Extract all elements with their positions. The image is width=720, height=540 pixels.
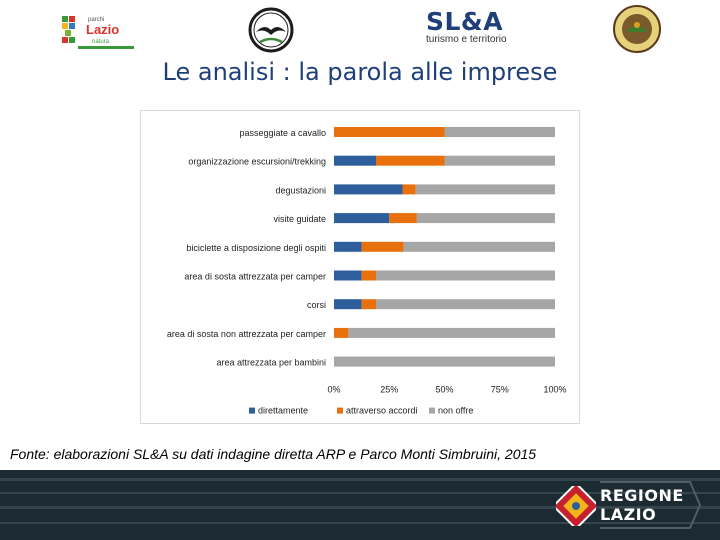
x-tick-label-1: 25% <box>380 385 398 395</box>
bar-attraverso-accordi-visite-guidate <box>389 213 417 224</box>
bar-non-offre-passeggiate-a-cavallo <box>444 127 555 137</box>
slta-logo-title: SL&A <box>426 7 504 36</box>
footer-bar: REGIONE LAZIO <box>0 470 720 540</box>
category-label-area-attrezzata-per-bambini: area attrezzata per bambini <box>216 358 326 368</box>
category-label-degustazioni: degustazioni <box>275 185 326 195</box>
legend-swatch-direttamente <box>249 407 255 414</box>
bar-non-offre-visite-guidate <box>416 213 555 224</box>
bar-attraverso-accordi-corsi <box>361 299 376 310</box>
lazio-logo-text-line2: parchi <box>88 17 104 23</box>
category-label-biciclette-a-disposizione-degli-ospiti: biciclette a disposizione degli ospiti <box>186 243 326 253</box>
bar-direttamente-area-di-sosta-attrezzata-per-camper <box>334 270 362 281</box>
bar-attraverso-accordi-biciclette-a-disposizione-degli-ospiti <box>361 241 404 252</box>
legend-label-direttamente: direttamente <box>258 406 308 416</box>
category-label-corsi: corsi <box>307 300 326 310</box>
x-tick-label-3: 75% <box>491 385 509 395</box>
x-tick-label-2: 50% <box>435 385 453 395</box>
bar-direttamente-biciclette-a-disposizione-degli-ospiti <box>334 241 362 252</box>
x-tick-label-0: 0% <box>327 385 340 395</box>
category-label-visite-guidate: visite guidate <box>273 214 326 224</box>
chart-container: passeggiate a cavallo organizzazione escu… <box>140 110 580 424</box>
bar-direttamente-organizzazione-escursioni-trekking <box>334 155 376 166</box>
bar-attraverso-accordi-passeggiate-a-cavallo <box>334 127 445 137</box>
region-line2: LAZIO <box>600 505 657 524</box>
source-caption: Fonte: elaborazioni SL&A su dati indagin… <box>10 446 537 462</box>
regione-lazio-emblem <box>556 486 596 526</box>
bar-non-offre-corsi <box>375 299 555 310</box>
legend-swatch-attraverso-accordi <box>337 407 343 414</box>
regione-lazio-wordmark: REGIONE LAZIO <box>600 486 684 524</box>
bar-non-offre-area-di-sosta-non-attrezzata-per-camper <box>348 327 555 338</box>
bird-park-logo <box>248 7 294 53</box>
lazio-logo-text-line1: Lazio <box>86 22 119 37</box>
legend-label-non-offre: non offre <box>438 406 473 416</box>
bar-direttamente-visite-guidate <box>334 213 390 224</box>
x-tick-label-4: 100% <box>543 385 566 395</box>
lazio-logo-text-line3: natura <box>92 39 110 45</box>
footer-stripes <box>0 478 720 529</box>
bar-attraverso-accordi-area-di-sosta-attrezzata-per-camper <box>361 270 376 281</box>
category-label-organizzazione-escursioni-trekking: organizzazione escursioni/trekking <box>188 157 326 167</box>
bar-attraverso-accordi-degustazioni <box>402 184 416 195</box>
stacked-bar-chart: passeggiate a cavallo organizzazione escu… <box>167 127 567 416</box>
lazio-parks-logo: parchi Lazio natura <box>62 16 134 49</box>
category-label-area-di-sosta-non-attrezzata-per-camper: area di sosta non attrezzata per camper <box>167 329 326 339</box>
bar-non-offre-organizzazione-escursioni-trekking <box>444 155 555 166</box>
bar-direttamente-degustazioni <box>334 184 403 195</box>
bar-attraverso-accordi-area-di-sosta-non-attrezzata-per-camper <box>334 327 349 338</box>
slta-logo: SL&A turismo e territorio <box>426 7 526 46</box>
category-label-area-di-sosta-attrezzata-per-camper: area di sosta attrezzata per camper <box>184 272 326 282</box>
legend-label-attraverso-accordi: attraverso accordi <box>346 406 418 416</box>
region-line1: REGIONE <box>600 486 684 505</box>
bar-direttamente-corsi <box>334 299 362 310</box>
bar-non-offre-degustazioni <box>415 184 555 195</box>
category-label-passeggiate-a-cavallo: passeggiate a cavallo <box>239 128 326 138</box>
slta-logo-subtitle: turismo e territorio <box>426 34 507 45</box>
bar-non-offre-biciclette-a-disposizione-degli-ospiti <box>403 241 555 252</box>
bar-non-offre-area-attrezzata-per-bambini <box>334 356 555 367</box>
seal-logo <box>613 5 661 53</box>
bar-attraverso-accordi-organizzazione-escursioni-trekking <box>375 155 445 166</box>
bar-non-offre-area-di-sosta-attrezzata-per-camper <box>375 270 555 281</box>
page-title: Le analisi : la parola alle imprese <box>162 58 558 86</box>
legend-swatch-non-offre <box>429 407 435 414</box>
